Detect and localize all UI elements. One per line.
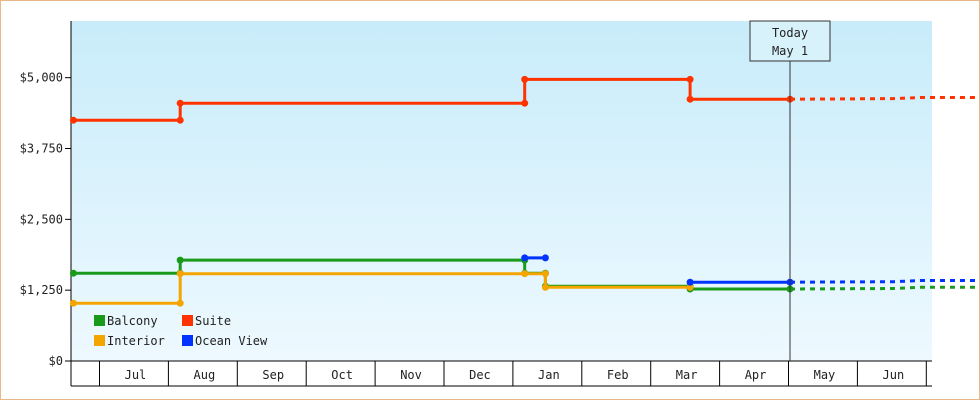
- data-point: [686, 95, 694, 103]
- data-point: [176, 299, 184, 307]
- data-point: [176, 116, 184, 124]
- data-point: [69, 269, 77, 277]
- legend-label: Balcony: [107, 314, 158, 328]
- forecast-line-ocean-view: [789, 279, 979, 284]
- data-point: [541, 283, 549, 291]
- x-tick-label: Jun: [883, 368, 905, 382]
- forecast-line-balcony: [789, 285, 979, 291]
- data-point: [521, 99, 529, 107]
- x-tick-label: Oct: [331, 368, 353, 382]
- legend-label: Suite: [195, 314, 231, 328]
- plot-area: [71, 21, 932, 361]
- legend-swatch-ocean-view: [182, 335, 193, 346]
- x-tick-label: Apr: [745, 368, 767, 382]
- today-label-line2: May 1: [772, 44, 808, 58]
- data-point: [541, 254, 549, 262]
- legend-swatch-balcony: [94, 315, 105, 326]
- data-point: [176, 270, 184, 278]
- data-point: [686, 278, 694, 286]
- x-tick-label: Aug: [194, 368, 216, 382]
- x-tick-label: Jan: [538, 368, 560, 382]
- data-point: [521, 75, 529, 83]
- x-tick-label: May: [814, 368, 836, 382]
- x-tick-label: Jul: [125, 368, 147, 382]
- legend-label: Ocean View: [195, 334, 268, 348]
- data-point: [686, 283, 694, 291]
- y-tick-label: $0: [49, 354, 63, 368]
- y-tick-label: $5,000: [20, 71, 63, 85]
- y-tick-label: $2,500: [20, 212, 63, 226]
- today-label-box: [749, 20, 831, 62]
- data-point: [521, 270, 529, 278]
- legend-label: Interior: [107, 334, 165, 348]
- x-tick-label: Sep: [262, 368, 284, 382]
- x-tick-label: Dec: [469, 368, 491, 382]
- data-point: [541, 270, 549, 278]
- today-label-line1: Today: [772, 26, 808, 40]
- x-tick-label: Feb: [607, 368, 629, 382]
- forecast-line-suite: [789, 96, 979, 101]
- x-tick-label: Mar: [676, 368, 698, 382]
- data-point: [176, 256, 184, 264]
- y-tick-label: $1,250: [20, 283, 63, 297]
- y-tick-label: $3,750: [20, 142, 63, 156]
- data-point: [69, 116, 77, 124]
- data-point: [69, 299, 77, 307]
- legend-swatch-suite: [182, 315, 193, 326]
- data-point: [521, 254, 529, 262]
- x-tick-label: Nov: [400, 368, 422, 382]
- data-point: [176, 99, 184, 107]
- data-point: [686, 75, 694, 83]
- legend-swatch-interior: [94, 335, 105, 346]
